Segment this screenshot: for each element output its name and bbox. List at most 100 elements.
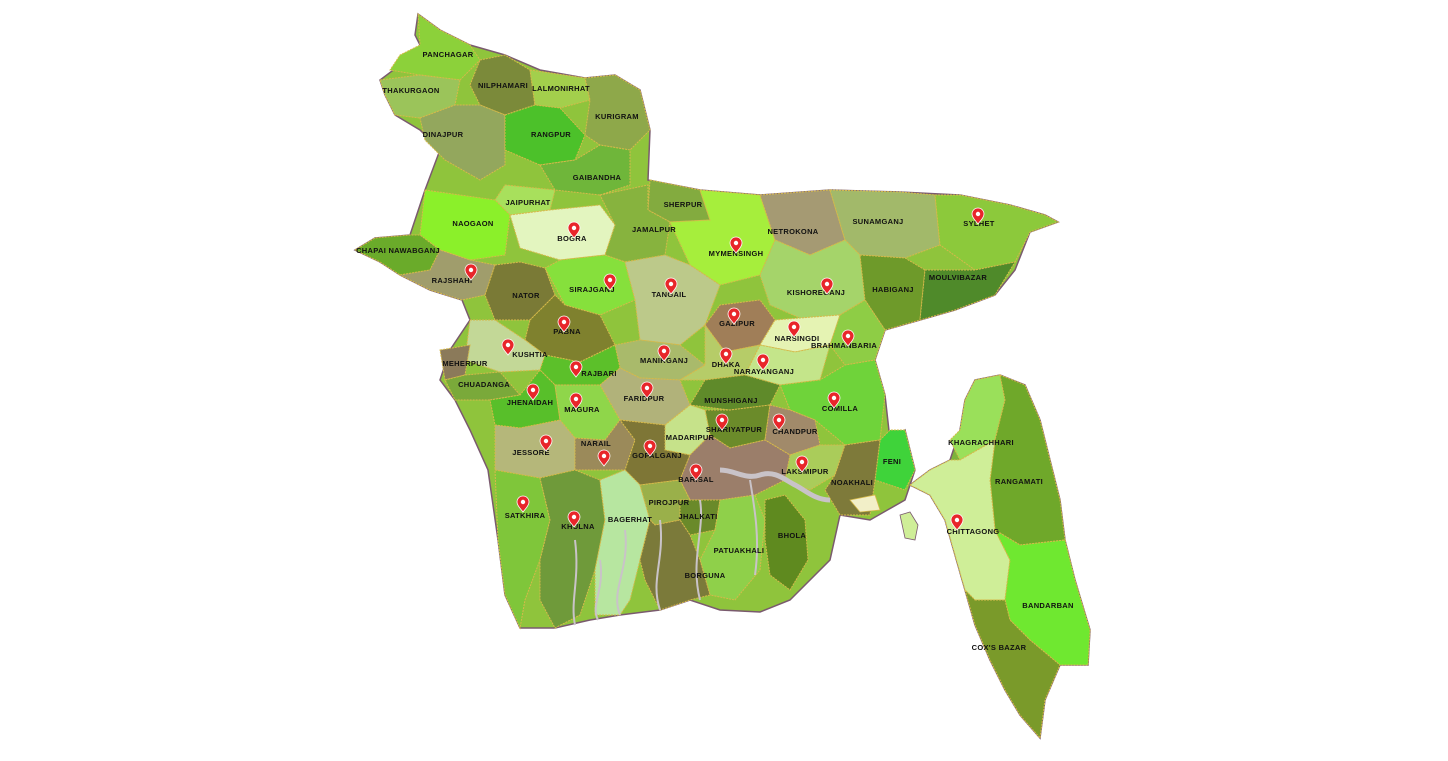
district-pins — [464, 207, 985, 531]
map-marker-icon[interactable] — [657, 344, 671, 362]
map-marker-icon[interactable] — [516, 495, 530, 513]
district-label-pirojpur: PIROJPUR — [649, 498, 690, 507]
district-label-habiganj: HABIGANJ — [872, 285, 914, 294]
district-label-jhalkati: JHALKATI — [679, 512, 718, 521]
map-marker-icon[interactable] — [795, 455, 809, 473]
district-label-kurigram: KURIGRAM — [595, 112, 639, 121]
region-sirajganj — [544, 254, 636, 316]
map-marker-icon[interactable] — [569, 392, 583, 410]
map-marker-icon[interactable] — [539, 434, 553, 452]
map-marker-icon[interactable] — [567, 510, 581, 528]
map-marker-icon[interactable] — [729, 236, 743, 254]
region-bogra — [509, 204, 616, 261]
district-regions — [353, 12, 1091, 740]
region-dinajpur — [419, 104, 506, 181]
district-label-chuadanga: CHUADANGA — [458, 380, 510, 389]
district-label-narsingdi: NARSINGDI — [775, 334, 820, 343]
district-label-rangpur: RANGPUR — [531, 130, 571, 139]
map-marker-icon[interactable] — [772, 413, 786, 431]
district-label-comilla: COMILLA — [822, 404, 859, 413]
district-label-madaripur: MADARIPUR — [666, 433, 715, 442]
region-moulvibazar — [919, 261, 1017, 321]
region-sylhet — [934, 194, 1060, 271]
map-marker-icon[interactable] — [643, 439, 657, 457]
rivers — [572, 467, 831, 626]
district-label-kishoreganj: KISHOREGANJ — [787, 288, 845, 297]
map-marker-icon[interactable] — [501, 338, 515, 356]
district-label-cox-s-bazar: COX'S BAZAR — [972, 643, 1027, 652]
map-marker-icon[interactable] — [727, 307, 741, 325]
region-faridpur — [599, 367, 691, 426]
district-label-jaipurhat: JAIPURHAT — [505, 198, 550, 207]
district-label-sherpur: SHERPUR — [664, 200, 703, 209]
map-marker-icon[interactable] — [569, 360, 583, 378]
district-label-jessore: JESSORE — [512, 448, 550, 457]
district-label-gaibandha: GAIBANDHA — [573, 173, 622, 182]
map-marker-icon[interactable] — [787, 320, 801, 338]
region-barisal — [679, 434, 791, 501]
district-label-khulna: KHULNA — [561, 522, 595, 531]
district-label-chandpur: CHANDPUR — [772, 427, 818, 436]
district-label-chapai-nawabganj: CHAPAI NAWABGANJ — [356, 246, 440, 255]
district-label-borguna: BORGUNA — [685, 571, 726, 580]
district-label-meherpur: MEHERPUR — [442, 359, 488, 368]
region-bhola — [764, 494, 809, 591]
district-label-satkhira: SATKHIRA — [505, 511, 546, 520]
district-label-sirajganj: SIRAJGANJ — [569, 285, 615, 294]
district-label-dinajpur: DINAJPUR — [423, 130, 464, 139]
district-label-narayanganj: NARAYANGANJ — [734, 367, 794, 376]
region-tangail — [624, 254, 721, 346]
district-label-moulvibazar: MOULVIBAZAR — [929, 273, 987, 282]
region-gopalganj — [618, 419, 691, 486]
region-satkhira — [494, 469, 551, 630]
map-marker-icon[interactable] — [603, 273, 617, 291]
region-coxsbazar — [963, 588, 1061, 740]
map-marker-icon[interactable] — [971, 207, 985, 225]
map-marker-icon[interactable] — [689, 463, 703, 481]
district-label-sylhet: SYLHET — [963, 219, 995, 228]
map-marker-icon[interactable] — [820, 277, 834, 295]
district-label-munshiganj: MUNSHIGANJ — [704, 396, 757, 405]
map-marker-icon[interactable] — [597, 449, 611, 467]
district-label-pabna: PABNA — [553, 327, 581, 336]
region-kurigram — [584, 74, 651, 151]
region-borguna — [639, 519, 711, 611]
region-lalmonirhat — [529, 69, 591, 109]
map-marker-icon[interactable] — [827, 391, 841, 409]
district-label-mymensingh: MYMENSINGH — [709, 249, 764, 258]
map-marker-icon[interactable] — [950, 513, 964, 531]
region-gaibandha — [539, 144, 631, 196]
sandwip-island — [849, 494, 881, 513]
district-label-khagrachhari: KHAGRACHHARI — [948, 438, 1014, 447]
district-label-shariyatpur: SHARIYATPUR — [706, 425, 763, 434]
map-marker-icon[interactable] — [567, 221, 581, 239]
map-marker-icon[interactable] — [715, 413, 729, 431]
region-panchagar — [389, 12, 481, 81]
map-marker-icon[interactable] — [526, 383, 540, 401]
district-label-chittagong: CHITTAGONG — [947, 527, 1000, 536]
map-marker-icon[interactable] — [719, 347, 733, 365]
region-rangpur — [504, 104, 586, 166]
district-label-rajshahi: RAJSHAHI — [432, 276, 473, 285]
map-marker-icon[interactable] — [557, 315, 571, 333]
district-label-narail: NARAIL — [581, 439, 611, 448]
map-marker-icon[interactable] — [664, 277, 678, 295]
district-label-nator: NATOR — [512, 291, 540, 300]
district-label-jhenaidah: JHENAIDAH — [507, 398, 553, 407]
district-label-netrokona: NETROKONA — [767, 227, 818, 236]
map-marker-icon[interactable] — [841, 329, 855, 347]
region-noakhali — [824, 439, 881, 516]
district-label-kushtia: KUSHTIA — [512, 350, 548, 359]
district-label-bogra: BOGRA — [557, 234, 587, 243]
district-label-sunamganj: SUNAMGANJ — [852, 217, 903, 226]
map-marker-icon[interactable] — [756, 353, 770, 371]
map-marker-icon[interactable] — [640, 381, 654, 399]
hatiya-island — [899, 511, 919, 541]
region-chuadanga — [444, 371, 521, 401]
district-label-rangamati: RANGAMATI — [995, 477, 1043, 486]
map-marker-icon[interactable] — [464, 263, 478, 281]
district-label-panchagar: PANCHAGAR — [423, 50, 474, 59]
district-label-feni: FENI — [883, 457, 901, 466]
district-label-bandarban: BANDARBAN — [1022, 601, 1073, 610]
